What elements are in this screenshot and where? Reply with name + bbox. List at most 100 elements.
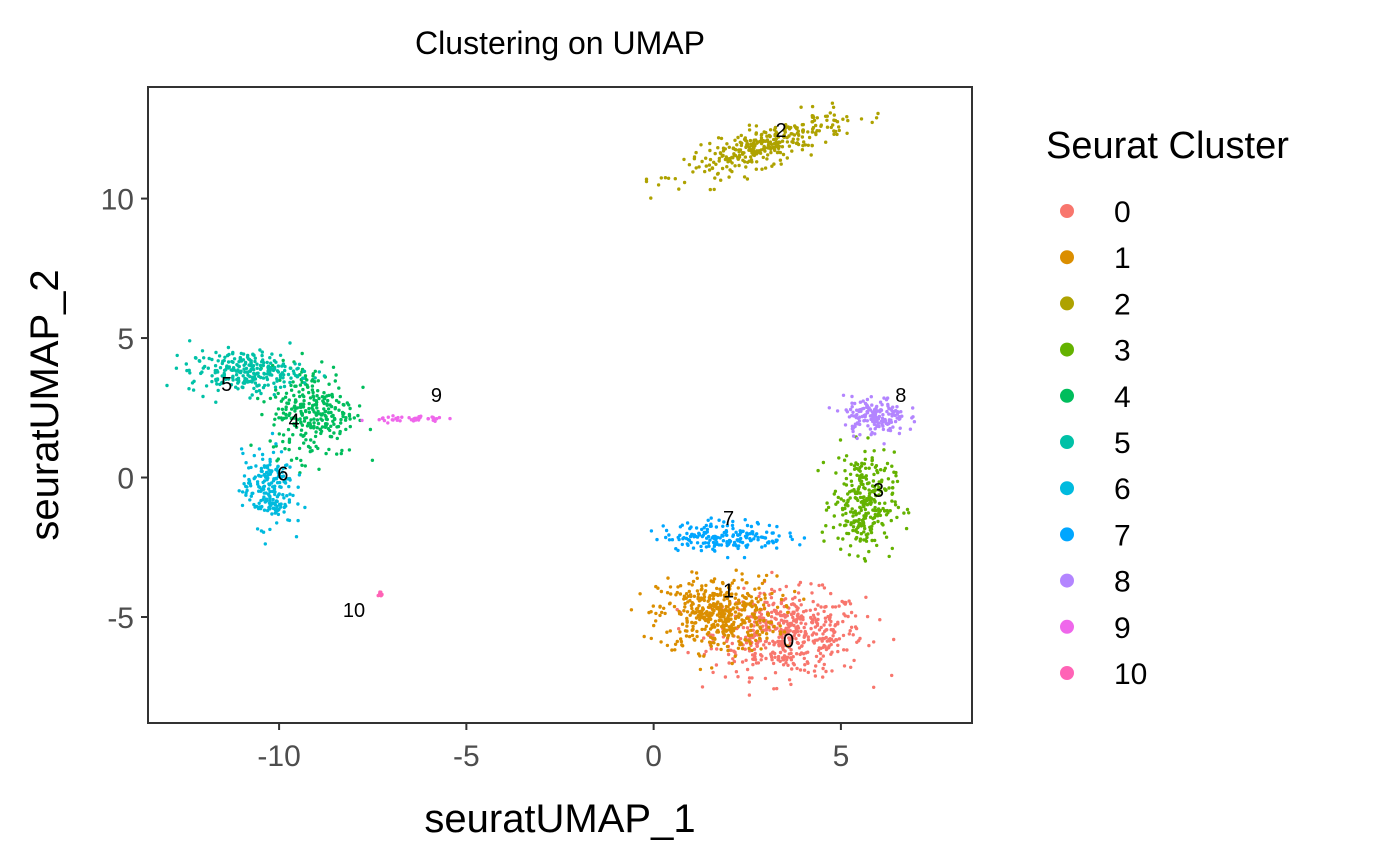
point (752, 146, 756, 150)
point (747, 159, 752, 163)
point (255, 371, 259, 376)
point (332, 431, 336, 435)
point (711, 547, 715, 551)
point (269, 361, 273, 365)
point (843, 602, 847, 606)
point (261, 385, 266, 390)
point (772, 137, 776, 142)
cluster-label-3: 3 (873, 480, 884, 502)
point (768, 128, 773, 132)
point (877, 493, 881, 497)
point (684, 634, 689, 638)
point (336, 424, 341, 429)
point (391, 414, 395, 418)
point (695, 589, 700, 593)
point (654, 611, 658, 616)
point (823, 644, 827, 649)
point (704, 523, 708, 528)
point (300, 463, 304, 467)
point (272, 367, 277, 371)
point (435, 417, 439, 421)
cluster-label-7: 7 (723, 508, 734, 530)
point (218, 366, 223, 370)
point (749, 155, 753, 159)
point (201, 394, 205, 399)
cluster-label-2: 2 (775, 120, 786, 142)
point (869, 395, 873, 399)
point (298, 417, 302, 421)
point (833, 489, 838, 493)
point (803, 143, 808, 147)
point (787, 625, 791, 629)
point (448, 416, 452, 421)
point (765, 636, 769, 640)
point (694, 166, 698, 170)
point (272, 423, 276, 427)
point (843, 506, 847, 511)
point (882, 531, 887, 535)
point (268, 369, 272, 373)
point (775, 546, 779, 550)
point (223, 355, 227, 359)
point (302, 369, 306, 373)
point (788, 636, 792, 640)
x-axis-title: seuratUMAP_1 (424, 797, 695, 841)
point (291, 433, 295, 437)
point (296, 485, 300, 489)
point (740, 578, 744, 582)
point (814, 632, 819, 636)
point (667, 538, 672, 542)
point (792, 630, 797, 634)
point (881, 427, 886, 432)
point (829, 125, 833, 130)
point (299, 420, 303, 424)
point (798, 543, 802, 547)
point (840, 506, 845, 511)
point (767, 523, 772, 528)
point (885, 396, 890, 400)
point (219, 381, 224, 385)
point (862, 475, 866, 479)
point (289, 383, 293, 388)
point (739, 529, 743, 534)
point (226, 377, 231, 381)
point (319, 417, 323, 421)
point (288, 341, 292, 345)
point (730, 631, 734, 635)
point (737, 601, 742, 605)
point (731, 533, 736, 537)
point (702, 636, 706, 640)
point (271, 450, 276, 455)
legend-label: 8 (1114, 566, 1131, 599)
point (249, 359, 253, 363)
point (831, 628, 835, 633)
point (778, 587, 782, 592)
point (654, 619, 658, 623)
point (396, 415, 400, 420)
point (332, 416, 337, 421)
point (333, 407, 337, 411)
point (824, 508, 829, 512)
point (309, 424, 313, 429)
point (890, 464, 894, 468)
point (216, 359, 220, 363)
point (740, 141, 744, 145)
point (700, 639, 704, 643)
legend-item-0: 0 (1060, 196, 1131, 229)
point (878, 400, 883, 404)
point (789, 682, 793, 687)
point (753, 587, 757, 591)
point (865, 614, 870, 619)
point (278, 373, 283, 377)
point (314, 444, 318, 449)
point (293, 404, 297, 408)
point (725, 628, 729, 632)
point (760, 545, 764, 549)
point (733, 164, 737, 168)
point (836, 622, 840, 626)
point (226, 360, 231, 364)
point (307, 401, 311, 406)
point (288, 492, 292, 496)
point (874, 493, 878, 498)
